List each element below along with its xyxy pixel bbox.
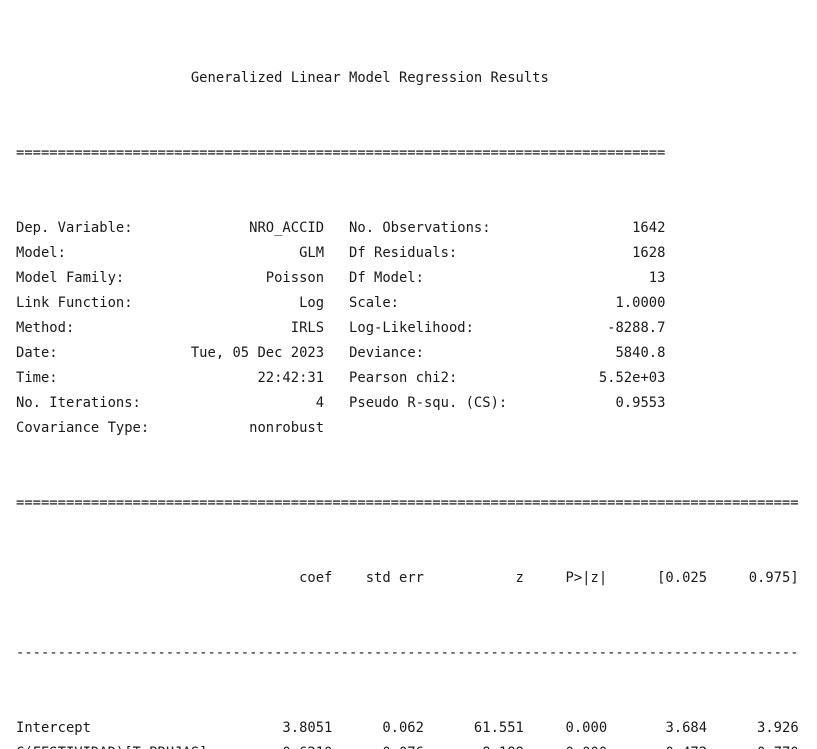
summary-label: Pearson chi2: xyxy=(349,370,458,386)
ci-upper-value: 3.926 xyxy=(757,720,799,736)
coef-dash-separator: ----------------------------------------… xyxy=(16,645,799,661)
summary-row: Model: GLM Df Residuals: 1628 xyxy=(16,241,799,266)
summary-label: Covariance Type: xyxy=(16,420,150,436)
summary-label: Method: xyxy=(16,320,75,336)
summary-row: Time: 22:42:31 Pearson chi2: 5.52e+03 xyxy=(16,366,799,391)
summary-row: No. Iterations: 4 Pseudo R-squ. (CS): 0.… xyxy=(16,391,799,416)
regression-output: Generalized Linear Model Regression Resu… xyxy=(16,16,799,749)
summary-row: Dep. Variable: NRO_ACCID No. Observation… xyxy=(16,216,799,241)
z-value: 8.188 xyxy=(482,745,524,749)
coef-column-header: z xyxy=(515,570,524,586)
summary-label: No. Iterations: xyxy=(16,395,141,411)
results-title-text: Generalized Linear Model Regression Resu… xyxy=(190,70,549,86)
summary-label: Date: xyxy=(16,345,58,361)
p-value: 0.000 xyxy=(565,720,608,736)
summary-row: Date: Tue, 05 Dec 2023 Deviance: 5840.8 xyxy=(16,341,799,366)
coef-variable-name: Intercept xyxy=(16,720,91,736)
p-value: 0.000 xyxy=(566,745,608,749)
results-title: Generalized Linear Model Regression Resu… xyxy=(16,66,799,91)
summary-label: Pseudo R-squ. (CS): xyxy=(349,395,508,411)
summary-value: IRLS xyxy=(290,320,325,336)
summary-value: Log xyxy=(299,295,325,311)
summary-value: 5.52e+03 xyxy=(598,370,666,386)
coef-column-header: [0.025 xyxy=(657,570,708,586)
summary-label: Model Family: xyxy=(16,270,125,286)
summary-row: Link Function: Log Scale: 1.0000 xyxy=(16,291,799,316)
summary-value: GLM xyxy=(299,245,325,261)
top-separator: ========================================… xyxy=(16,145,666,161)
coef-header-row: coef std err z P>|z| [0.025 0.975] xyxy=(16,566,799,591)
summary-value: Tue, 05 Dec 2023 xyxy=(190,345,325,361)
summary-value: nonrobust xyxy=(249,420,325,436)
summary-row: Covariance Type: nonrobust xyxy=(16,416,799,441)
summary-value: 0.9553 xyxy=(615,395,666,411)
coef-column-header: std err xyxy=(365,570,424,586)
ci-lower-value: 0.472 xyxy=(665,745,707,749)
summary-label: No. Observations: xyxy=(349,220,491,236)
std-err-value: 0.076 xyxy=(382,745,424,749)
summary-label: Df Residuals: xyxy=(349,245,458,261)
summary-label: Link Function: xyxy=(16,295,133,311)
coef-row: Intercept 3.8051 0.062 61.551 0.000 3.68… xyxy=(16,716,799,741)
coef-column-header: coef xyxy=(299,570,333,586)
coef-column-header: P>|z| xyxy=(565,570,608,586)
summary-row: Method: IRLS Log-Likelihood: -8288.7 xyxy=(16,316,799,341)
summary-value: 1642 xyxy=(632,220,666,236)
summary-value: 13 xyxy=(648,270,666,286)
summary-label: Log-Likelihood: xyxy=(349,320,474,336)
coef-value: 3.8051 xyxy=(282,720,333,736)
summary-value: Poisson xyxy=(265,270,325,286)
summary-label: Scale: xyxy=(349,295,399,311)
summary-row: Model Family: Poisson Df Model: 13 xyxy=(16,266,799,291)
summary-label: Df Model: xyxy=(349,270,424,286)
coef-value: 0.6210 xyxy=(282,745,332,749)
std-err-value: 0.062 xyxy=(382,720,424,736)
summary-value: 22:42:31 xyxy=(257,370,325,386)
summary-value: 5840.8 xyxy=(615,345,666,361)
coef-column-header: 0.975] xyxy=(748,570,799,586)
coef-variable-name: C(FESTIVIDAD)[T.BRUJAS] xyxy=(16,745,207,749)
summary-value: -8288.7 xyxy=(607,320,666,336)
ci-upper-value: 0.770 xyxy=(757,745,799,749)
summary-label: Time: xyxy=(16,370,58,386)
summary-label: Deviance: xyxy=(349,345,424,361)
coef-top-separator: ========================================… xyxy=(16,495,799,511)
z-value: 61.551 xyxy=(473,720,524,736)
summary-label: Dep. Variable: xyxy=(16,220,133,236)
coef-row: C(FESTIVIDAD)[T.BRUJAS] 0.6210 0.076 8.1… xyxy=(16,741,799,749)
coef-table: Intercept 3.8051 0.062 61.551 0.000 3.68… xyxy=(16,716,799,749)
summary-label: Model: xyxy=(16,245,66,261)
summary-value: 4 xyxy=(315,395,325,411)
ci-lower-value: 3.684 xyxy=(665,720,708,736)
summary-value: NRO_ACCID xyxy=(249,220,325,236)
summary-value: 1628 xyxy=(632,245,666,261)
model-summary: Dep. Variable: NRO_ACCID No. Observation… xyxy=(16,216,799,441)
summary-value: 1.0000 xyxy=(615,295,666,311)
